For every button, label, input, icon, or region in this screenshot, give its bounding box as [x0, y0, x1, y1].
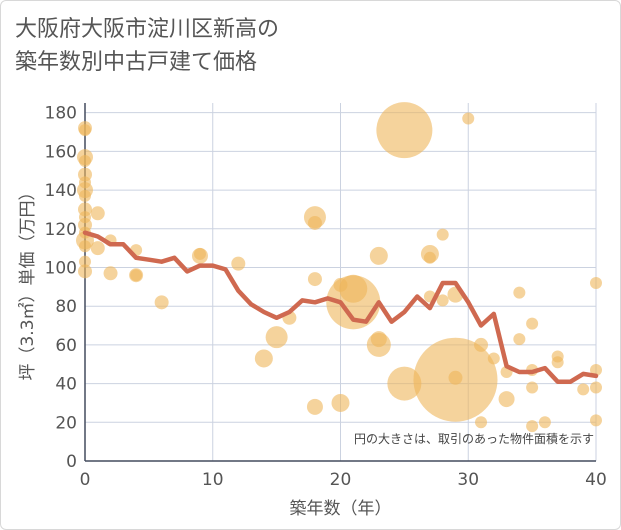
bubble — [513, 333, 526, 346]
x-tick-label: 30 — [457, 470, 479, 490]
chart-title: 大阪府大阪市淀川区新高の 築年数別中古戸建て価格 — [15, 13, 279, 79]
bubble — [129, 268, 144, 283]
bubbles — [76, 102, 602, 433]
bubble — [103, 266, 118, 281]
bubble — [193, 247, 206, 260]
bubble — [498, 391, 515, 408]
bubble — [387, 366, 422, 401]
bubble — [376, 102, 433, 159]
y-tick-label: 120 — [45, 220, 77, 240]
bubble — [462, 112, 475, 125]
y-tick-label: 100 — [45, 258, 77, 278]
bubble — [154, 295, 169, 310]
bubble — [307, 272, 322, 287]
y-tick-label: 40 — [55, 375, 77, 395]
bubble — [436, 228, 449, 241]
bubble — [326, 275, 381, 330]
axes: 0 20 40 60 80 100 120 140 160 180 0 10 20 30 40 — [45, 103, 607, 490]
chart-title-line-2: 築年数別中古戸建て価格 — [15, 50, 258, 75]
bubble — [423, 251, 436, 264]
y-tick-label: 0 — [66, 452, 77, 472]
y-tick-label: 80 — [55, 297, 77, 317]
bubble — [590, 276, 602, 289]
x-tick-label: 40 — [585, 470, 607, 490]
y-tick-label: 60 — [55, 336, 77, 356]
bubble — [79, 124, 91, 137]
x-tick-label: 20 — [330, 470, 352, 490]
bubble — [331, 393, 350, 412]
bubble — [436, 294, 449, 307]
bubble — [475, 416, 488, 429]
y-tick-label: 140 — [45, 181, 77, 201]
bubble — [551, 356, 564, 369]
bubble — [538, 416, 551, 429]
x-tick-label: 0 — [80, 470, 91, 490]
bubble — [254, 349, 273, 368]
bubble — [513, 286, 526, 299]
bubble — [79, 255, 91, 268]
bubble — [526, 317, 539, 330]
bubble — [90, 241, 105, 256]
bubble — [577, 383, 590, 396]
bubble — [79, 155, 91, 168]
x-axis-label: 築年数（年） — [290, 499, 392, 519]
bubble — [366, 332, 391, 357]
bubble — [590, 364, 602, 377]
bubble — [526, 381, 539, 394]
y-tick-label: 160 — [45, 142, 77, 162]
bubble — [448, 370, 463, 385]
y-axis-label: 坪（3.3㎡）単価（万円） — [18, 183, 38, 380]
average-price-line — [82, 230, 599, 384]
bubble — [90, 206, 105, 221]
y-tick-label: 180 — [45, 104, 77, 124]
bubble — [590, 381, 602, 394]
bubble — [590, 414, 602, 427]
size-annotation: 円の大きさは、取引のあった物件面積を示す — [354, 431, 594, 446]
y-tick-label: 20 — [55, 413, 77, 433]
bubble — [79, 240, 91, 253]
bubble — [526, 420, 539, 433]
chart-title-line-1: 大阪府大阪市淀川区新高の — [15, 17, 280, 42]
bubble — [474, 337, 489, 352]
bubble — [79, 189, 91, 202]
bubble — [487, 352, 500, 365]
trend — [82, 230, 599, 384]
bubble — [307, 215, 322, 230]
bubble — [369, 246, 388, 265]
bubble — [306, 398, 323, 415]
bubble — [78, 264, 92, 279]
x-tick-label: 10 — [202, 470, 224, 490]
bubble — [231, 256, 246, 271]
bubble — [265, 326, 288, 349]
